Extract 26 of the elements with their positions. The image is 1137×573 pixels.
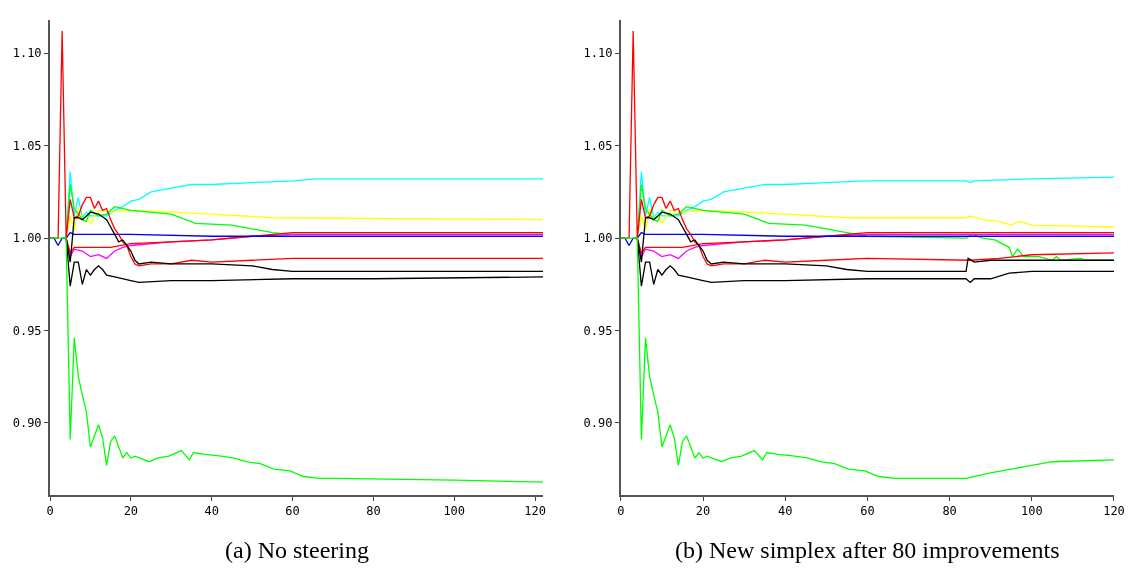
x-tick-label: 120: [524, 504, 546, 519]
y-tick-label: 0.95: [583, 323, 613, 338]
x-tick-label: 120: [1103, 504, 1125, 519]
x-tick-label: 40: [204, 504, 219, 519]
x-tick-label: 0: [617, 504, 625, 519]
y-tick-label: 1.10: [12, 46, 42, 61]
x-tick-label: 20: [123, 504, 139, 519]
y-tick-label: 0.90: [583, 416, 613, 431]
y-tick-label: 1.00: [12, 231, 42, 246]
y-tick-label: 0.95: [12, 323, 42, 338]
x-tick-label: 80: [366, 504, 381, 519]
text: (b) New simplex after 80 improvements: [675, 537, 1060, 563]
y-tick-label: 1.05: [12, 138, 42, 153]
y-tick-label: 1.00: [583, 231, 613, 246]
text: (a) No steering: [225, 537, 369, 563]
x-tick-label: 100: [443, 504, 466, 519]
x-tick-label: 60: [285, 504, 300, 519]
x-tick-label: 80: [942, 504, 957, 519]
x-tick-label: 60: [860, 504, 875, 519]
x-tick-label: 0: [46, 504, 54, 519]
y-tick-label: 0.90: [12, 416, 42, 431]
x-tick-label: 40: [778, 504, 793, 519]
x-tick-label: 20: [695, 504, 711, 519]
y-tick-label: 1.10: [583, 46, 613, 61]
y-tick-label: 1.05: [583, 138, 613, 153]
x-tick-label: 100: [1020, 504, 1043, 519]
